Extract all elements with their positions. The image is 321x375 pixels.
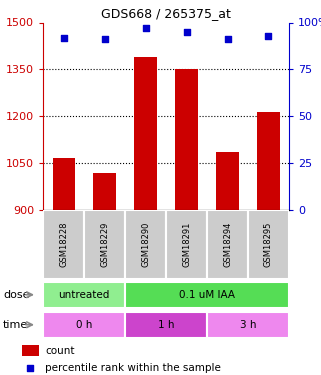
Title: GDS668 / 265375_at: GDS668 / 265375_at [101,7,231,20]
Bar [207,312,289,338]
Text: 1 h: 1 h [158,320,174,330]
Text: GSM18228: GSM18228 [59,222,68,267]
Text: 3 h: 3 h [240,320,256,330]
Point [184,29,189,35]
Bar [125,282,289,308]
Point [266,33,271,39]
Bar [207,210,248,279]
Text: count: count [45,346,74,356]
Bar [84,210,125,279]
Bar [43,210,84,279]
Text: 0 h: 0 h [76,320,92,330]
Text: untreated: untreated [58,290,110,300]
Text: 0.1 uM IAA: 0.1 uM IAA [179,290,235,300]
Text: time: time [3,320,29,330]
Bar [125,210,166,279]
Point [102,36,107,42]
Bar [53,158,75,210]
Bar [93,172,116,210]
Point [225,36,230,42]
Text: GSM18294: GSM18294 [223,222,232,267]
Bar [43,282,125,308]
Bar [175,69,198,210]
Bar [134,57,157,210]
Bar [125,312,207,338]
Bar [166,210,207,279]
Point [61,34,66,40]
Bar [22,345,39,356]
Text: percentile rank within the sample: percentile rank within the sample [45,363,221,373]
Bar [248,210,289,279]
Point [143,25,148,31]
Bar [43,312,125,338]
Text: GSM18229: GSM18229 [100,222,109,267]
Text: GSM18290: GSM18290 [141,222,150,267]
Text: GSM18291: GSM18291 [182,222,191,267]
Point [28,364,33,370]
Bar [216,152,239,210]
Bar [257,112,280,210]
Text: GSM18295: GSM18295 [264,222,273,267]
Text: dose: dose [3,290,30,300]
